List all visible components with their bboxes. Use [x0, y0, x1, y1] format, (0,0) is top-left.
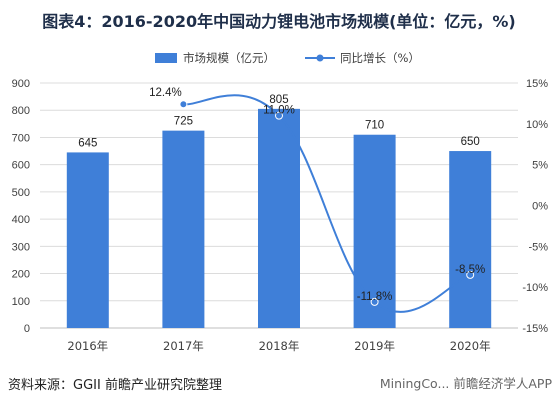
legend-line-marker [316, 54, 324, 62]
x-tick-label: 2019年 [354, 339, 395, 353]
y-left-tick-label: 400 [12, 214, 30, 226]
bar [353, 134, 396, 328]
y-left-tick-label: 700 [12, 132, 30, 144]
y-left-tick-label: 200 [12, 269, 30, 281]
bar [66, 152, 109, 328]
growth-point [370, 297, 379, 306]
x-tick-label: 2017年 [163, 339, 204, 353]
y-right-tick-label: 15% [526, 78, 548, 90]
y-left-tick-label: 300 [12, 241, 30, 253]
growth-point [179, 100, 188, 109]
x-tick-label: 2020年 [450, 339, 491, 353]
y-right-tick-label: 10% [526, 119, 548, 131]
y-left-tick-label: 500 [12, 187, 30, 199]
watermark-label: MiningCo... 前瞻经济学人APP [379, 376, 552, 391]
y-left-tick-label: 600 [12, 160, 30, 172]
growth-point [466, 270, 475, 279]
growth-value-label: 11.0% [263, 105, 295, 117]
growth-value-label: -8.5% [455, 264, 485, 276]
y-right-tick-label: -5% [528, 241, 548, 253]
y-left-tick-label: 800 [12, 105, 30, 117]
chart-title: 图表4：2016-2020年中国动力锂电池市场规模(单位：亿元，%) [42, 12, 516, 31]
y-left-tick-label: 0 [24, 323, 30, 335]
growth-value-label: -11.8% [357, 291, 393, 303]
bar [449, 151, 492, 328]
legend-line-label: 同比增长（%） [340, 51, 420, 65]
y-right-tick-label: 0% [532, 201, 548, 213]
x-tick-label: 2018年 [259, 339, 300, 353]
legend-bar-swatch [155, 53, 177, 63]
y-right-tick-label: 5% [532, 160, 548, 172]
bar-value-label: 645 [78, 137, 97, 149]
bar [162, 130, 205, 328]
y-right-tick-label: -10% [522, 282, 548, 294]
bar-value-label: 710 [365, 120, 384, 132]
x-tick-label: 2016年 [67, 339, 108, 353]
bar [258, 108, 300, 328]
growth-value-label: 12.4% [149, 87, 182, 99]
growth-line [183, 94, 471, 313]
bar-value-label: 650 [461, 136, 480, 148]
source-note: 资料来源：GGII 前瞻产业研究院整理 [8, 378, 222, 393]
y-left-tick-label: 900 [12, 78, 30, 90]
bar-value-label: 725 [174, 116, 193, 128]
y-right-tick-label: -15% [522, 323, 548, 335]
bar-value-label: 805 [269, 94, 288, 106]
y-left-tick-label: 100 [12, 296, 30, 308]
legend-bar-label: 市场规模（亿元） [183, 51, 275, 65]
growth-point [275, 111, 283, 120]
